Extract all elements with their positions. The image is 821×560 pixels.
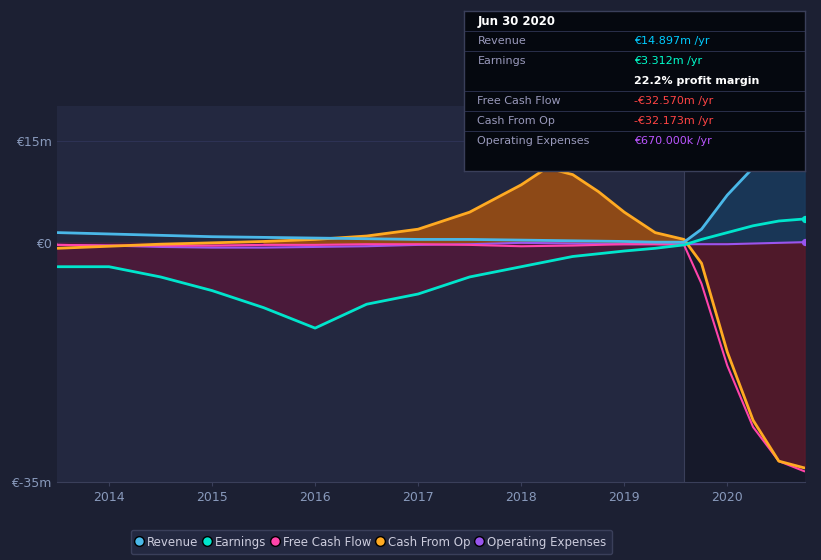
- Text: -€32.570m /yr: -€32.570m /yr: [635, 96, 713, 106]
- Text: €670.000k /yr: €670.000k /yr: [635, 136, 712, 146]
- Text: Operating Expenses: Operating Expenses: [478, 136, 589, 146]
- Text: -€32.173m /yr: -€32.173m /yr: [635, 116, 713, 126]
- Bar: [684, 106, 805, 482]
- Text: Revenue: Revenue: [478, 36, 526, 46]
- Text: €3.312m /yr: €3.312m /yr: [635, 56, 702, 66]
- Text: €14.897m /yr: €14.897m /yr: [635, 36, 709, 46]
- Point: [798, 214, 811, 223]
- Text: Free Cash Flow: Free Cash Flow: [478, 96, 561, 106]
- Point: [798, 133, 811, 142]
- Legend: Revenue, Earnings, Free Cash Flow, Cash From Op, Operating Expenses: Revenue, Earnings, Free Cash Flow, Cash …: [131, 530, 612, 554]
- Text: Jun 30 2020: Jun 30 2020: [478, 15, 556, 27]
- Text: 22.2% profit margin: 22.2% profit margin: [635, 76, 759, 86]
- Text: Earnings: Earnings: [478, 56, 526, 66]
- Point: [798, 237, 811, 246]
- Text: Cash From Op: Cash From Op: [478, 116, 555, 126]
